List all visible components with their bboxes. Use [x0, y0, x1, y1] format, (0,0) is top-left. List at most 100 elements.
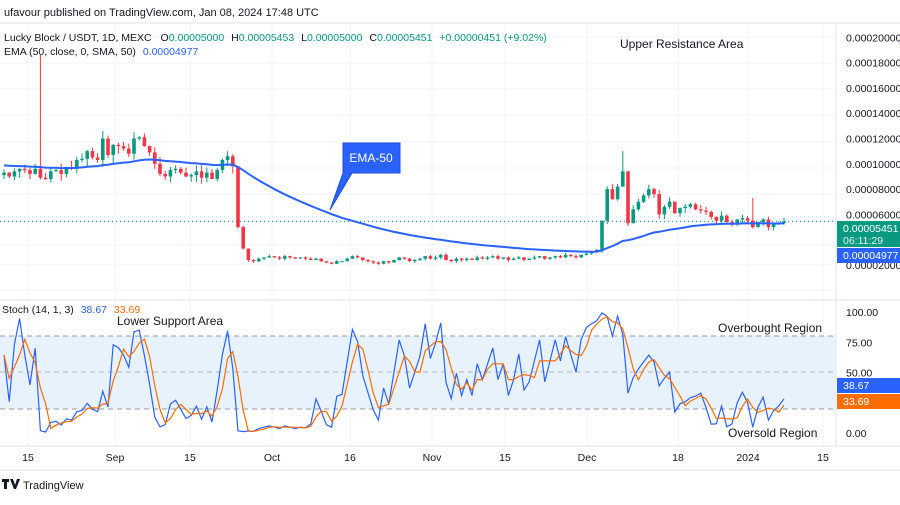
stoch-k-value: 38.67 [81, 304, 107, 316]
candle [262, 257, 266, 261]
candle [293, 257, 297, 259]
candle-body [277, 257, 282, 259]
candle [95, 153, 100, 163]
candle [272, 256, 277, 258]
stoch-k-line [3, 311, 785, 433]
candle [59, 163, 63, 181]
candle [615, 184, 620, 201]
ema-legend: EMA (50, close, 0, SMA, 50) 0.00004977 [4, 46, 198, 58]
stoch-tick-label: 75.00 [846, 337, 872, 349]
low-label: L [301, 32, 307, 44]
candle [652, 187, 656, 198]
candle-body [683, 206, 687, 209]
candle-body [132, 138, 136, 154]
candle-body [480, 257, 485, 259]
candle-body [449, 259, 453, 262]
candle-body [366, 259, 370, 262]
time-tick-label: Nov [423, 452, 442, 464]
candle-body [210, 172, 214, 179]
candle-body [725, 215, 729, 222]
candle-body [714, 216, 719, 221]
candle-body [95, 157, 100, 161]
time-tick-label: 15 [22, 452, 34, 464]
candle [423, 255, 427, 261]
price-tick-label: 0.00014000 [846, 108, 900, 120]
candle-body [506, 257, 511, 260]
candle-body [163, 173, 167, 177]
candle [558, 254, 563, 259]
candle-body [303, 257, 308, 259]
low-value: 0.00005000 [307, 32, 363, 44]
candle-body [43, 177, 48, 179]
candle [647, 184, 651, 199]
candle [714, 216, 719, 224]
candle-body [563, 254, 568, 258]
candle [288, 255, 292, 260]
candle [407, 257, 412, 262]
candle-body [371, 261, 375, 263]
candle [626, 170, 630, 227]
candle [485, 255, 490, 261]
candle [397, 257, 401, 261]
candle [600, 220, 604, 253]
upper-resistance-label: Upper Resistance Area [620, 37, 744, 51]
candle [277, 256, 282, 260]
candle-body [147, 146, 152, 153]
candle [132, 132, 136, 160]
candle-body [537, 256, 542, 258]
candle-body [621, 171, 625, 187]
candle-body [704, 210, 708, 212]
candle-body [127, 148, 131, 154]
candle [709, 210, 713, 220]
candle-body [340, 261, 344, 263]
candle-body [199, 171, 204, 178]
candle-body [699, 209, 703, 211]
candle-body [272, 256, 277, 258]
candle-body [745, 218, 750, 221]
candle [548, 256, 552, 261]
candle [236, 166, 240, 229]
stoch-legend: Stoch (14, 1, 3) 38.67 33.69 [2, 304, 140, 316]
candle-body [116, 144, 121, 147]
candle-body [522, 257, 526, 260]
candle-body [158, 163, 162, 174]
stoch-d-badge [837, 394, 900, 409]
price-tick-label: 0.00016000 [846, 83, 900, 95]
candle [267, 254, 271, 258]
candle-body [194, 171, 199, 176]
candle-body [719, 215, 724, 221]
candle [147, 145, 152, 156]
candle-body [491, 256, 495, 258]
candle [543, 255, 547, 260]
stoch-d-badge-text: 33.69 [843, 396, 869, 408]
candle [433, 255, 438, 261]
price-tick-label: 0.00010000 [846, 159, 900, 171]
time-tick-label: Sep [106, 452, 125, 464]
ema-callout-bubble[interactable] [329, 142, 401, 211]
candle-body [283, 256, 287, 259]
candle-body [59, 170, 63, 174]
candle [667, 197, 672, 209]
candle [537, 256, 542, 259]
candle [527, 258, 531, 260]
candle-body [324, 261, 329, 263]
candle [532, 255, 537, 260]
candle-body [641, 195, 646, 202]
price-tick-label: 0.00020000 [846, 32, 900, 44]
candle [517, 256, 521, 260]
last-price-badge [837, 221, 900, 247]
time-axis[interactable]: 15 Sep 15 Oct 16 Nov 15 Dec 18 2024 15 [22, 452, 829, 464]
candle [205, 167, 209, 183]
candle [491, 255, 495, 259]
ema-legend-label: EMA (50, close, 0, SMA, 50) [4, 46, 136, 58]
candle-body [111, 144, 115, 155]
candle [699, 204, 703, 214]
candle [444, 253, 448, 261]
candle-body [319, 258, 323, 262]
stoch-axis[interactable]: 100.00 75.00 50.00 0.00 [846, 307, 878, 440]
candle-body [38, 168, 43, 178]
candle-body [288, 256, 292, 258]
candle-body [600, 220, 604, 250]
candle-body [433, 257, 438, 259]
